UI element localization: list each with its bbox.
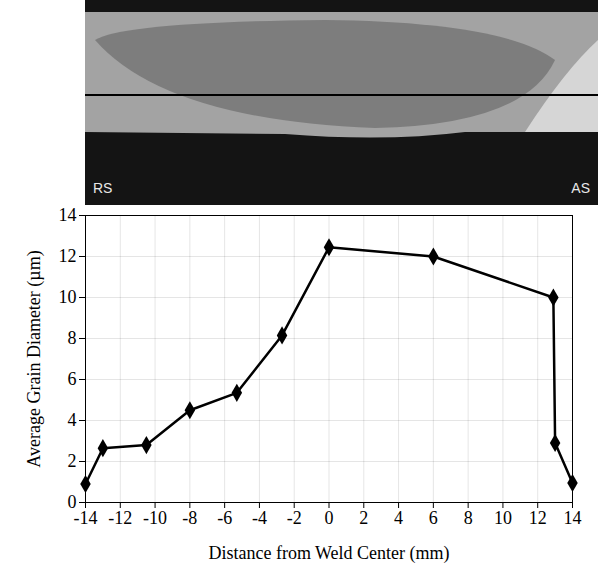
svg-text:-2: -2 <box>287 508 302 528</box>
svg-text:14: 14 <box>564 508 582 528</box>
svg-text:4: 4 <box>394 508 403 528</box>
svg-text:-8: -8 <box>182 508 197 528</box>
svg-text:-10: -10 <box>143 508 167 528</box>
svg-text:2: 2 <box>68 451 77 471</box>
svg-text:0: 0 <box>67 492 77 513</box>
svg-text:4: 4 <box>68 410 77 430</box>
svg-text:8: 8 <box>68 328 77 348</box>
svg-text:-4: -4 <box>252 508 267 528</box>
svg-text:8: 8 <box>464 508 473 528</box>
svg-text:14: 14 <box>59 205 77 225</box>
svg-text:Average Grain Diameter (µm): Average Grain Diameter (µm) <box>24 250 45 467</box>
svg-text:12: 12 <box>529 508 547 528</box>
svg-text:0: 0 <box>325 508 334 528</box>
svg-text:RS: RS <box>93 180 112 196</box>
svg-text:10: 10 <box>59 287 77 307</box>
svg-text:-6: -6 <box>217 508 232 528</box>
svg-text:2: 2 <box>359 508 368 528</box>
svg-text:AS: AS <box>571 180 590 196</box>
svg-text:Distance from Weld Center (mm): Distance from Weld Center (mm) <box>208 543 449 564</box>
svg-text:-14: -14 <box>74 508 98 528</box>
svg-text:10: 10 <box>494 508 512 528</box>
svg-text:6: 6 <box>68 369 77 389</box>
svg-text:6: 6 <box>429 508 438 528</box>
svg-text:-12: -12 <box>108 508 132 528</box>
svg-text:12: 12 <box>59 246 77 266</box>
